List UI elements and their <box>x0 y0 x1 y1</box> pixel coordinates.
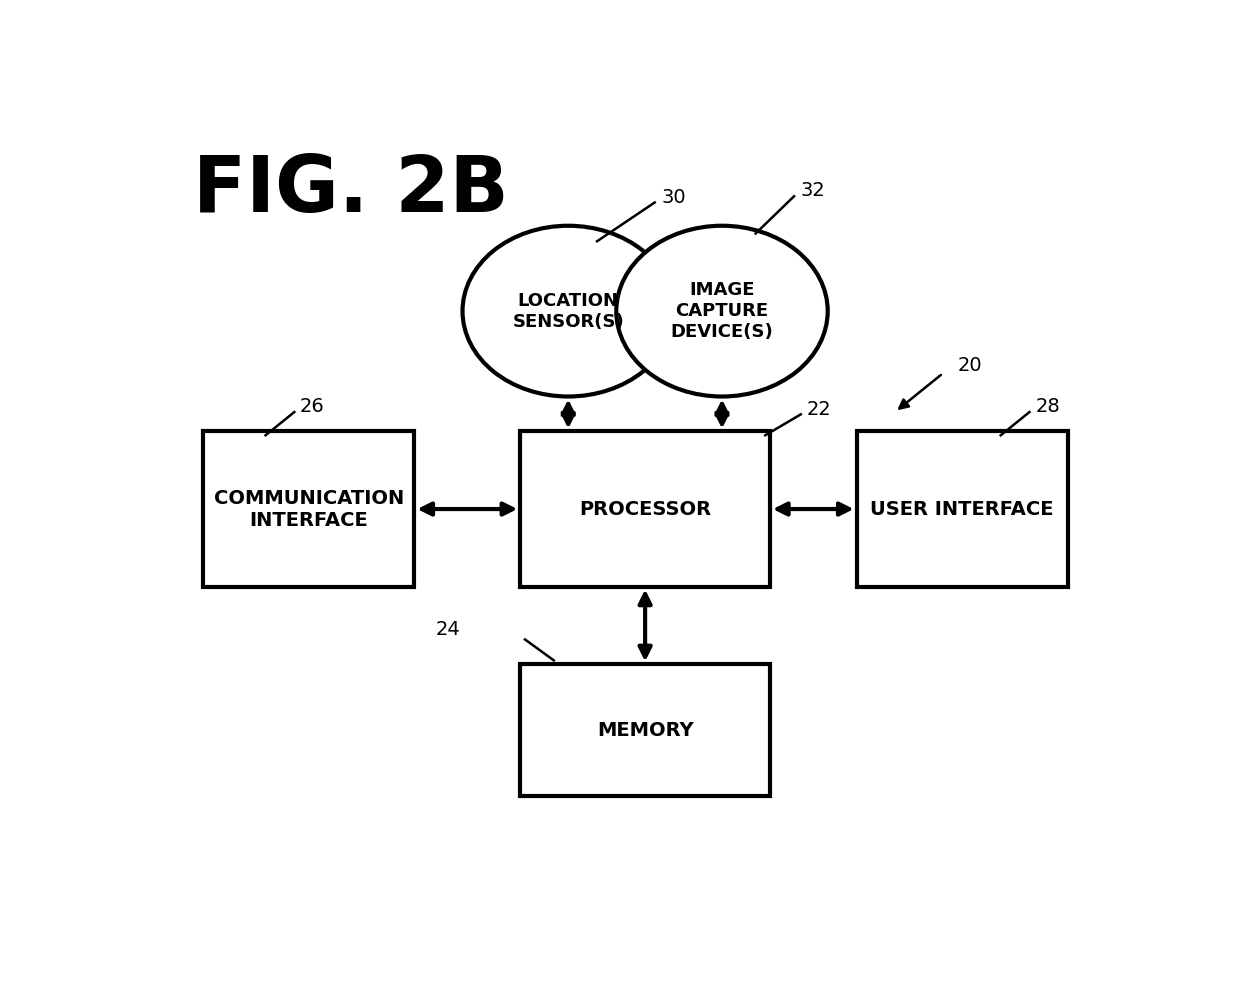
Bar <box>521 664 770 796</box>
Bar <box>857 431 1068 587</box>
Text: LOCATION
SENSOR(S): LOCATION SENSOR(S) <box>512 291 624 331</box>
Text: MEMORY: MEMORY <box>596 721 693 740</box>
Bar <box>203 431 414 587</box>
Text: 24: 24 <box>435 620 460 639</box>
Text: 20: 20 <box>957 356 982 375</box>
Text: 32: 32 <box>801 181 826 201</box>
Bar <box>521 431 770 587</box>
Circle shape <box>463 226 675 396</box>
Text: IMAGE
CAPTURE
DEVICE(S): IMAGE CAPTURE DEVICE(S) <box>671 281 774 341</box>
Text: FIG. 2B: FIG. 2B <box>193 152 510 228</box>
Text: 22: 22 <box>806 400 831 419</box>
Text: 28: 28 <box>1035 397 1060 416</box>
Text: COMMUNICATION
INTERFACE: COMMUNICATION INTERFACE <box>213 489 404 529</box>
Text: 26: 26 <box>299 397 324 416</box>
Text: 30: 30 <box>661 187 686 207</box>
Text: PROCESSOR: PROCESSOR <box>579 500 712 518</box>
Text: USER INTERFACE: USER INTERFACE <box>870 500 1054 518</box>
Circle shape <box>616 226 828 396</box>
